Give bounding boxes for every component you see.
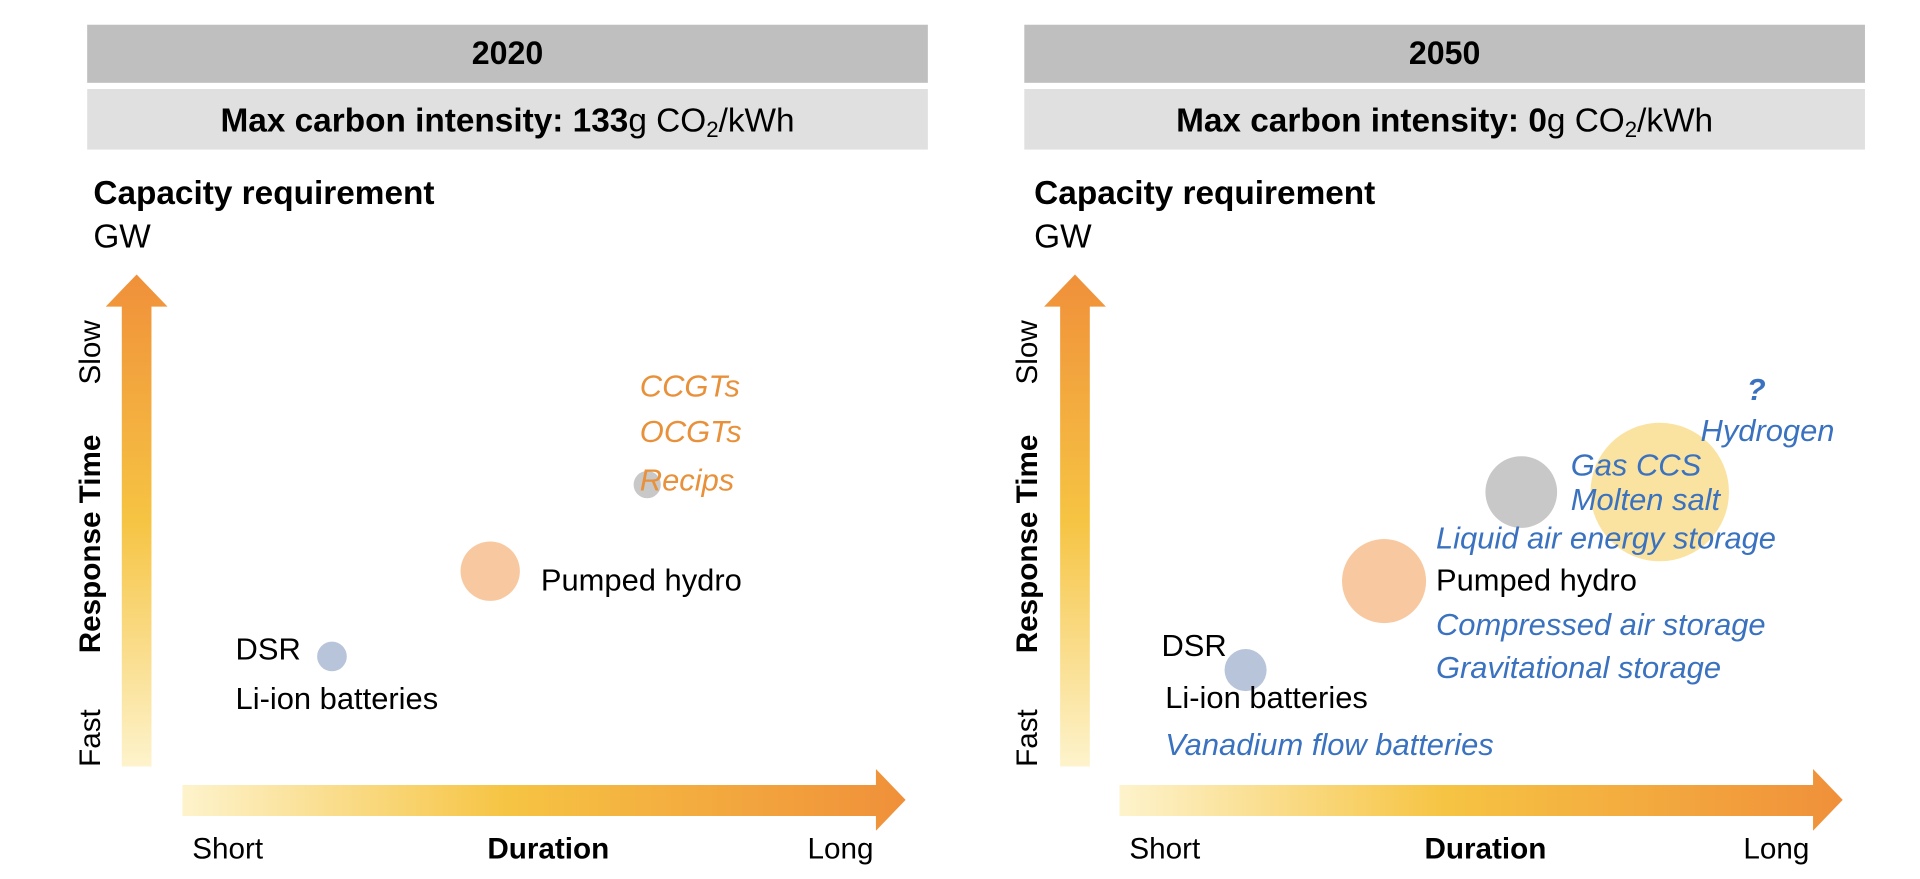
y-title: Capacity requirement — [93, 175, 434, 212]
item: Compressed air storage — [1436, 607, 1766, 642]
item: Molten salt — [1571, 482, 1722, 517]
item: Gas CCS — [1571, 447, 1702, 482]
y-slow: Slow — [74, 320, 107, 385]
item: Li-ion batteries — [236, 681, 439, 716]
x-long: Long — [807, 832, 873, 865]
subtitle-label: Max carbon intensity: — [220, 102, 563, 139]
item: Recips — [640, 462, 734, 497]
item: Li-ion batteries — [1165, 680, 1368, 715]
panel-2020: 2020 Max carbon intensity: 133g CO2/kWh … — [74, 24, 928, 865]
bubble — [1224, 649, 1267, 692]
item: ? — [1747, 372, 1766, 407]
y-fast: Fast — [1011, 708, 1044, 766]
bubble — [1485, 456, 1558, 528]
x-arrow — [1119, 768, 1843, 831]
year: 2050 — [1409, 35, 1480, 71]
y-axis-title: Response Time — [1011, 435, 1044, 654]
item: Pumped hydro — [541, 562, 742, 597]
x-short: Short — [1129, 832, 1201, 865]
subtitle-unit-end: /kWh — [1637, 102, 1713, 139]
item: DSR — [236, 632, 301, 667]
item: Pumped hydro — [1436, 562, 1637, 597]
subtitle: Max carbon intensity: 133g CO2/kWh — [220, 102, 794, 142]
subtitle-unit-end: /kWh — [719, 102, 795, 139]
item: Gravitational storage — [1436, 650, 1721, 685]
y-axis-title: Response Time — [74, 435, 107, 654]
item: DSR — [1162, 628, 1227, 663]
y-arrow — [1044, 274, 1106, 767]
subtitle-unit: g CO — [1547, 102, 1625, 139]
item: OCGTs — [640, 414, 742, 449]
y-slow: Slow — [1011, 320, 1044, 385]
item: CCGTs — [640, 368, 740, 403]
year: 2020 — [472, 35, 543, 71]
x-long: Long — [1743, 832, 1809, 865]
bubble — [1342, 539, 1427, 624]
subtitle-unit: g CO — [628, 102, 706, 139]
y-title: Capacity requirement — [1034, 175, 1375, 212]
item: Vanadium flow batteries — [1165, 727, 1494, 762]
y-unit: GW — [93, 218, 151, 255]
bubble — [1590, 422, 1729, 562]
subtitle-bar — [87, 89, 928, 150]
x-arrow — [182, 768, 906, 831]
item: Liquid air energy storage — [1436, 520, 1776, 555]
subtitle-bar — [1024, 89, 1865, 150]
header-bar — [87, 24, 928, 83]
subtitle-label: Max carbon intensity: — [1176, 102, 1519, 139]
x-short: Short — [192, 832, 264, 865]
subtitle-sub: 2 — [1625, 117, 1637, 142]
panel-2050: 2050 Max carbon intensity: 0g CO2/kWh Ca… — [1011, 24, 1865, 865]
header-bar — [1024, 24, 1865, 83]
bubble — [317, 641, 347, 672]
bubble — [460, 541, 520, 601]
y-fast: Fast — [74, 708, 107, 766]
x-axis-title: Duration — [1424, 832, 1546, 865]
subtitle-value: 133 — [573, 102, 629, 139]
item: Hydrogen — [1701, 413, 1835, 448]
y-unit: GW — [1034, 218, 1092, 255]
bubble — [633, 471, 661, 499]
subtitle-sub: 2 — [706, 117, 718, 142]
y-arrow — [105, 274, 168, 767]
subtitle-value: 0 — [1528, 102, 1547, 139]
x-axis-title: Duration — [487, 832, 609, 865]
subtitle: Max carbon intensity: 0g CO2/kWh — [1176, 102, 1713, 142]
